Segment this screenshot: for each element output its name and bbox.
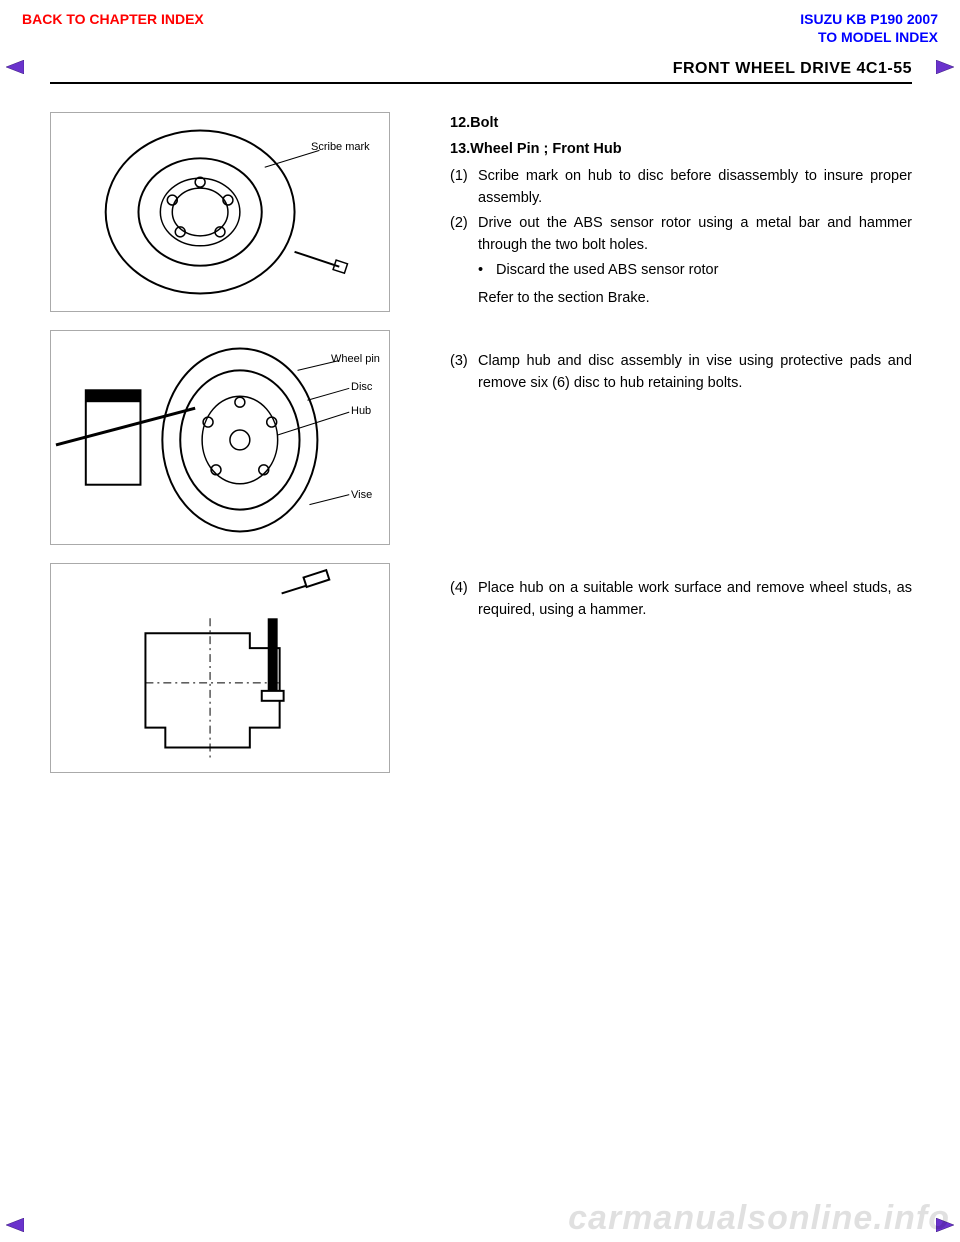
item-13-num: 13.: [450, 141, 470, 157]
step-1-body: Scribe mark on hub to disc before disass…: [478, 165, 912, 210]
watermark: carmanualsonline.info: [568, 1199, 950, 1238]
spacer-1: [450, 312, 912, 350]
item-13-title: Wheel Pin ; Front Hub: [470, 141, 621, 157]
figure-2-label-wheelpin: Wheel pin: [331, 353, 380, 365]
figure-2-label-disc: Disc: [351, 381, 372, 393]
page-frame: FRONT WHEEL DRIVE 4C1-55: [50, 60, 912, 791]
text-column: 12.Bolt 13.Wheel Pin ; Front Hub (1) Scr…: [410, 112, 912, 791]
step-4: (4) Place hub on a suitable work surface…: [450, 577, 912, 622]
figure-3: [50, 563, 390, 773]
figure-2: Wheel pin Disc Hub Vise: [50, 330, 390, 545]
step-4-body: Place hub on a suitable work surface and…: [478, 577, 912, 622]
bullet-dot: •: [478, 259, 496, 281]
item-13: 13.Wheel Pin ; Front Hub: [450, 138, 912, 160]
content-area: Scribe mark: [50, 112, 912, 791]
figures-column: Scribe mark: [50, 112, 410, 791]
next-page-arrow-top[interactable]: [936, 60, 954, 74]
step-2-body: Drive out the ABS sensor rotor using a m…: [478, 212, 912, 257]
step-1: (1) Scribe mark on hub to disc before di…: [450, 165, 912, 210]
page-title: FRONT WHEEL DRIVE 4C1-55: [673, 60, 912, 77]
top-nav: BACK TO CHAPTER INDEX ISUZU KB P190 2007…: [0, 10, 960, 46]
figure-2-label-vise: Vise: [351, 489, 372, 501]
figure-1-label-scribe: Scribe mark: [311, 141, 370, 153]
step-2-num: (2): [450, 212, 478, 257]
refer-line: Refer to the section Brake.: [450, 287, 912, 309]
prev-page-arrow-bottom[interactable]: [6, 1218, 24, 1232]
back-to-chapter-link[interactable]: BACK TO CHAPTER INDEX: [22, 10, 204, 46]
item-12-num: 12.: [450, 115, 470, 131]
figure-1: Scribe mark: [50, 112, 390, 312]
item-12-title: Bolt: [470, 115, 498, 131]
step-2: (2) Drive out the ABS sensor rotor using…: [450, 212, 912, 257]
model-line2: TO MODEL INDEX: [800, 28, 938, 46]
model-line1: ISUZU KB P190 2007: [800, 10, 938, 28]
page-header: FRONT WHEEL DRIVE 4C1-55: [50, 60, 912, 84]
figure-2-label-hub: Hub: [351, 405, 371, 417]
spacer-2: [450, 397, 912, 577]
bullet-1: • Discard the used ABS sensor rotor: [450, 259, 912, 281]
step-3-num: (3): [450, 350, 478, 395]
step-4-num: (4): [450, 577, 478, 622]
figure-3-svg: [51, 563, 389, 773]
step-3-body: Clamp hub and disc assembly in vise usin…: [478, 350, 912, 395]
item-12: 12.Bolt: [450, 112, 912, 134]
prev-page-arrow-top[interactable]: [6, 60, 24, 74]
model-index-link[interactable]: ISUZU KB P190 2007 TO MODEL INDEX: [800, 10, 938, 46]
step-1-num: (1): [450, 165, 478, 210]
step-3: (3) Clamp hub and disc assembly in vise …: [450, 350, 912, 395]
bullet-body: Discard the used ABS sensor rotor: [496, 259, 912, 281]
